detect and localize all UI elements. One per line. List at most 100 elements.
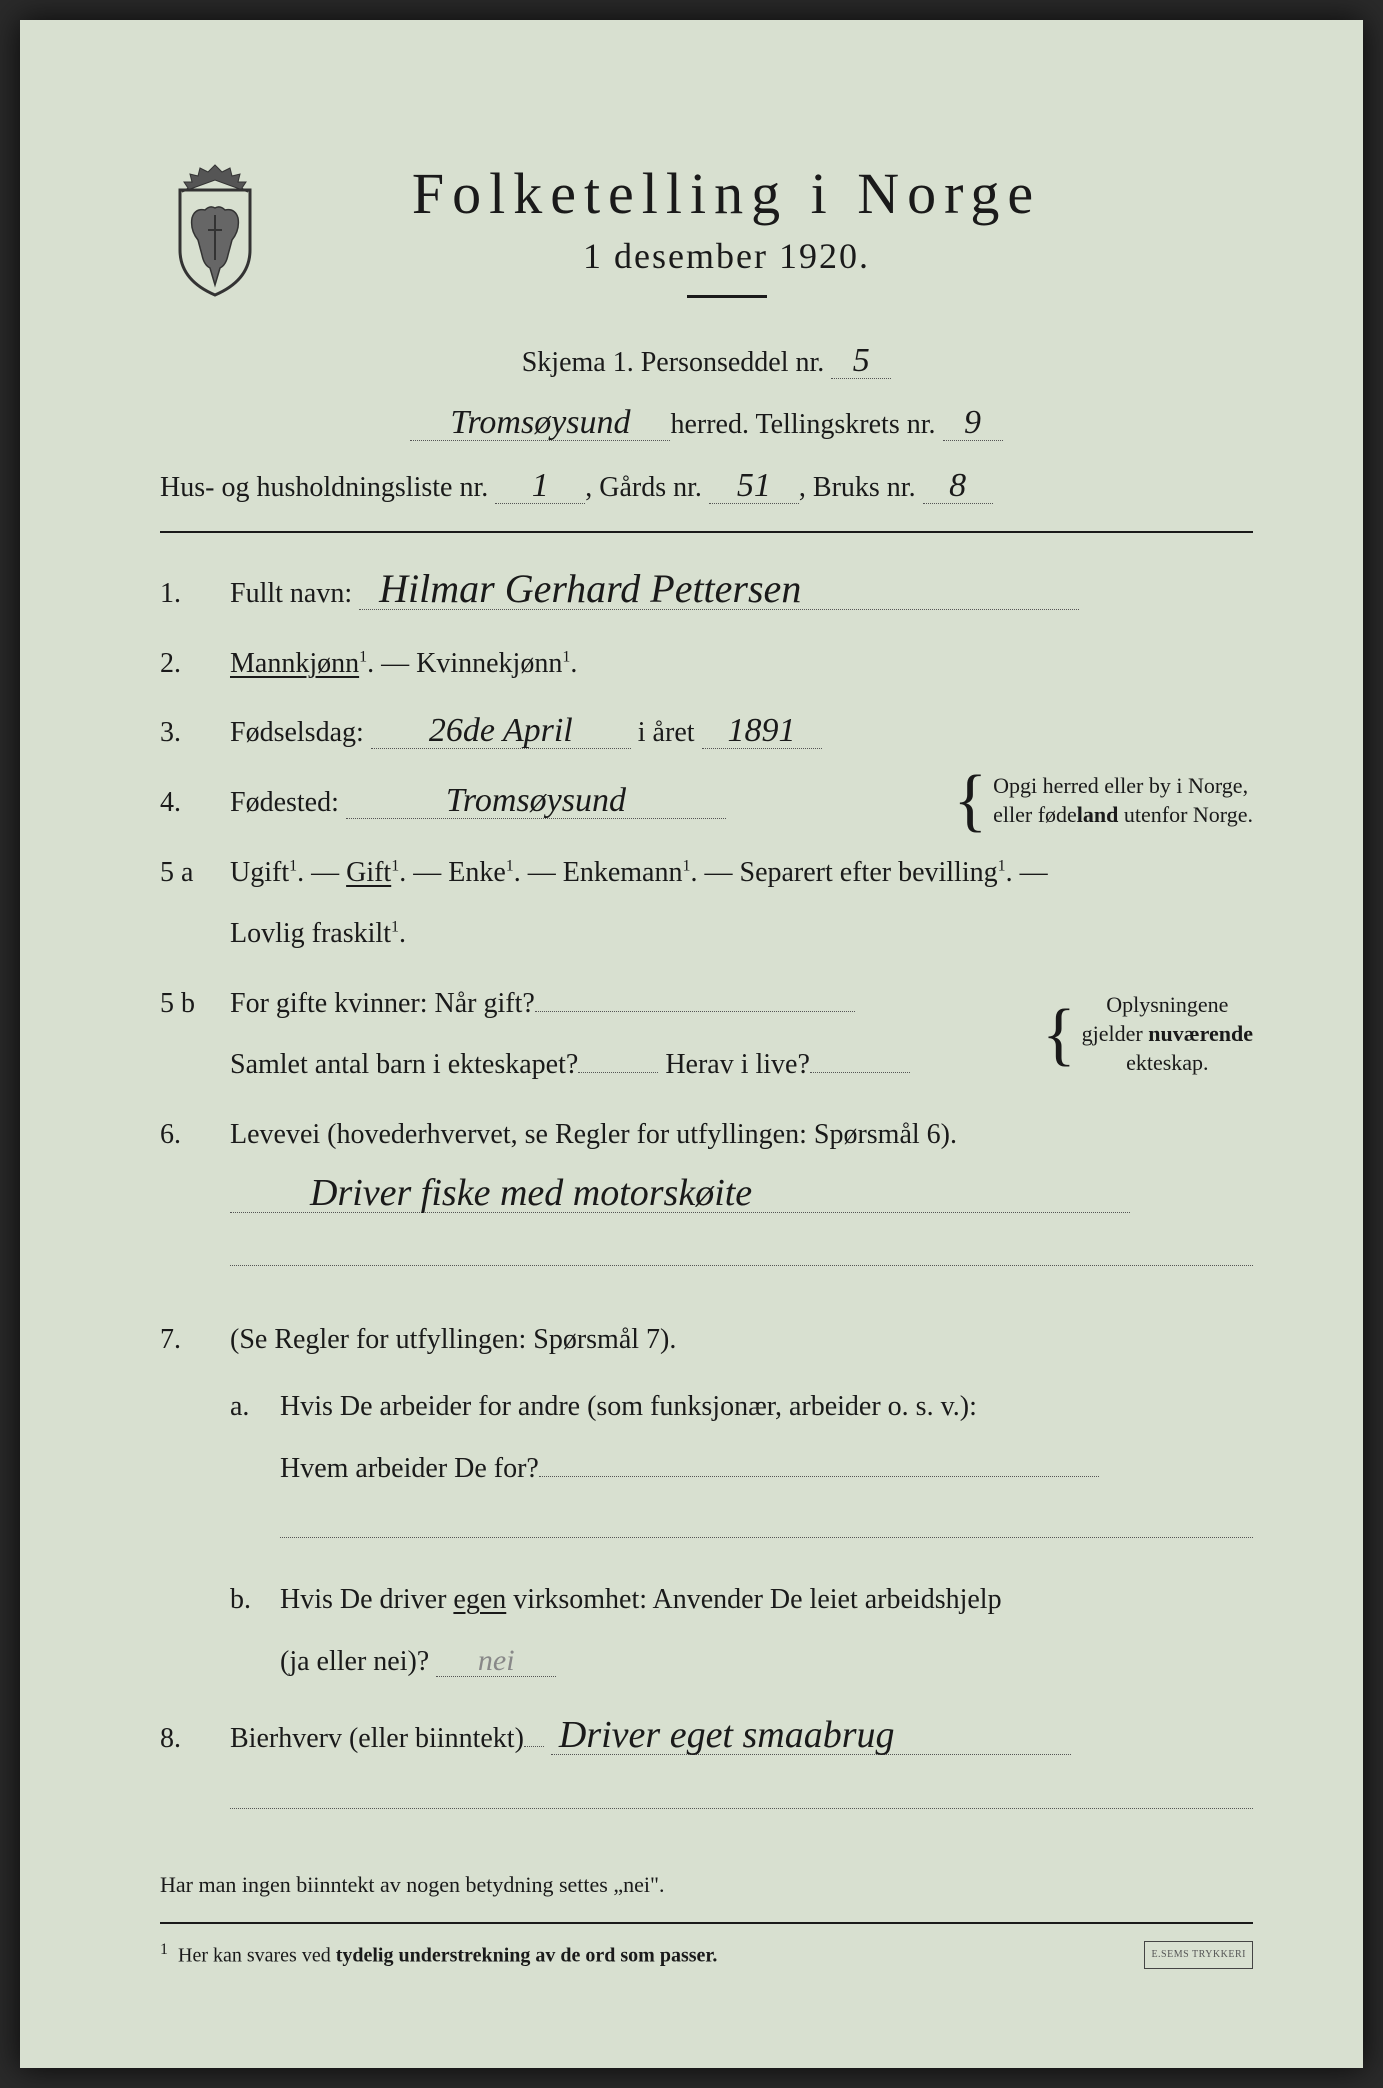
title-block: Folketelling i Norge 1 desember 1920. <box>310 160 1253 328</box>
q5a-content: Ugift1. — Gift1. — Enke1. — Enkemann1. —… <box>230 842 1253 965</box>
q5b-note-text: Oplysningene gjelder nuværende ekteskap. <box>1082 991 1253 1077</box>
q4-note2: eller føde <box>993 802 1077 827</box>
gards-nr: 51 <box>709 469 799 504</box>
q5b-brace-l3: ekteskap. <box>1126 1050 1208 1075</box>
printer-stamp: E.SEMS TRYKKERI <box>1144 1941 1253 1969</box>
q2-sup2: 1 <box>562 648 570 665</box>
q5b-brace-l2b: nuværende <box>1148 1021 1253 1046</box>
q4-value: Tromsøysund <box>346 784 726 819</box>
q8-content: Bierhverv (eller biinntekt) Driver eget … <box>230 1708 1253 1831</box>
q3-year: 1891 <box>702 714 822 749</box>
q4-note-text: Opgi herred eller by i Norge, eller føde… <box>993 772 1253 829</box>
q1-num: 1. <box>160 563 230 625</box>
q7-content: (Se Regler for utfyllingen: Spørsmål 7).… <box>230 1309 1253 1701</box>
q2-num: 2. <box>160 633 230 695</box>
bruks-label: , Bruks nr. <box>799 472 916 503</box>
q5a-gift: Gift <box>346 857 391 888</box>
q2-content: Mannkjønn1. — Kvinnekjønn1. <box>230 633 1253 695</box>
q4-note2c: utenfor Norge. <box>1118 802 1253 827</box>
herred-value: Tromsøysund <box>410 406 670 441</box>
q4-note: { Opgi herred eller by i Norge, eller fø… <box>954 772 1254 829</box>
q5b-brace-l2: gjelder <box>1082 1021 1149 1046</box>
q4-label: Fødested: <box>230 787 339 818</box>
q2-sep: . — <box>367 648 416 679</box>
q7a-line1: Hvis De arbeider for andre (som funksjon… <box>280 1391 977 1422</box>
q7a-row: a. Hvis De arbeider for andre (som funks… <box>230 1376 1253 1561</box>
section-rule-1 <box>160 531 1253 533</box>
q7a-content: Hvis De arbeider for andre (som funksjon… <box>280 1376 1253 1561</box>
main-title: Folketelling i Norge <box>310 160 1143 227</box>
crest-svg <box>160 160 270 300</box>
q5b-line2b: Herav i live? <box>665 1049 810 1080</box>
q4-content: Fødested: Tromsøysund { Opgi herred elle… <box>230 772 1253 834</box>
meta-hus: Hus- og husholdningsliste nr. 1, Gårds n… <box>160 463 1253 513</box>
q8-num: 8. <box>160 1708 230 1770</box>
q1-label: Fullt navn: <box>230 578 352 609</box>
tellingskrets-nr: 9 <box>943 406 1003 441</box>
q5a-enke: Enke <box>448 857 506 888</box>
q5b-row: 5 b For gifte kvinner: Når gift? Samlet … <box>160 973 1253 1096</box>
q5a-enkemann: Enkemann <box>563 857 683 888</box>
skjema-label: Skjema 1. Personseddel nr. <box>522 347 825 378</box>
q5a-num: 5 a <box>160 842 230 904</box>
q4-num: 4. <box>160 772 230 834</box>
q5b-note: { Oplysningene gjelder nuværende ekteska… <box>1042 991 1253 1077</box>
q5b-line2a: Samlet antal barn i ekteskapet? <box>230 1049 578 1080</box>
q5b-num: 5 b <box>160 973 230 1035</box>
bruks-nr: 8 <box>923 469 993 504</box>
q7b-value: nei <box>436 1646 556 1677</box>
q2-mann: Mannkjønn <box>230 648 359 679</box>
footnote-b: tydelig understrekning av de ord som pas… <box>336 1945 718 1967</box>
footnote-a: Her kan svares ved <box>178 1945 336 1967</box>
q7b-line1c: virksomhet: Anvender De leiet arbeidshje… <box>506 1584 1001 1615</box>
q7b-num: b. <box>230 1569 280 1631</box>
q4-main: Fødested: Tromsøysund <box>230 772 944 834</box>
footnote-num: 1 <box>160 1941 168 1958</box>
q2-kvinne: Kvinnekjønn <box>416 648 562 679</box>
q1-row: 1. Fullt navn: Hilmar Gerhard Pettersen <box>160 563 1253 625</box>
brace-icon: { <box>954 776 988 825</box>
q5a-lovlig: Lovlig fraskilt <box>230 918 391 949</box>
subtitle: 1 desember 1920. <box>310 235 1143 277</box>
q8-label: Bierhverv (eller biinntekt) <box>230 1723 524 1754</box>
q6-content: Levevei (hovederhvervet, se Regler for u… <box>230 1104 1253 1289</box>
q4-note2b: land <box>1077 802 1119 827</box>
meta-herred: Tromsøysundherred. Tellingskrets nr. 9 <box>160 400 1253 450</box>
q5a-row: 5 a Ugift1. — Gift1. — Enke1. — Enkemann… <box>160 842 1253 965</box>
coat-of-arms-icon <box>160 160 270 300</box>
q6-value: Driver fiske med motorskøite <box>230 1174 1130 1213</box>
q5b-brace-l1: Oplysningene <box>1106 992 1228 1017</box>
q8-value: Driver eget smaabrug <box>551 1716 1071 1755</box>
q7a-num: a. <box>230 1376 280 1438</box>
q5b-line1a: For gifte kvinner: Når gift? <box>230 988 535 1019</box>
q7b-line2: (ja eller nei)? <box>280 1646 429 1677</box>
q1-content: Fullt navn: Hilmar Gerhard Pettersen <box>230 563 1253 625</box>
q3-day: 26de April <box>371 714 631 749</box>
q7-row: 7. (Se Regler for utfyllingen: Spørsmål … <box>160 1309 1253 1701</box>
q4-note1: Opgi herred eller by i Norge, <box>993 773 1248 798</box>
form-body: 1. Fullt navn: Hilmar Gerhard Pettersen … <box>160 563 1253 1977</box>
hus-label: Hus- og husholdningsliste nr. <box>160 472 488 503</box>
skjema-nr: 5 <box>831 344 891 379</box>
q3-mid: i året <box>631 717 702 748</box>
footnote-row: 1 Her kan svares ved tydelig understrekn… <box>160 1922 1253 1978</box>
q7b-line1: Hvis De driver <box>280 1584 453 1615</box>
q5a-separert: Separert efter bevilling <box>740 857 998 888</box>
census-form-page: Folketelling i Norge 1 desember 1920. Sk… <box>20 20 1363 2068</box>
q7b-content: Hvis De driver egen virksomhet: Anvender… <box>280 1569 1253 1692</box>
q6-label: Levevei (hovederhvervet, se Regler for u… <box>230 1119 957 1150</box>
herred-label: herred. Tellingskrets nr. <box>670 409 935 440</box>
gards-label: , Gårds nr. <box>585 472 702 503</box>
header: Folketelling i Norge 1 desember 1920. <box>160 160 1253 328</box>
q8-row: 8. Bierhverv (eller biinntekt) Driver eg… <box>160 1708 1253 1831</box>
q3-content: Fødselsdag: 26de April i året 1891 <box>230 702 1253 764</box>
hus-nr: 1 <box>495 469 585 504</box>
q7-label: (Se Regler for utfyllingen: Spørsmål 7). <box>230 1324 676 1355</box>
q7a-line2: Hvem arbeider De for? <box>280 1453 539 1484</box>
q3-row: 3. Fødselsdag: 26de April i året 1891 <box>160 702 1253 764</box>
footnote-text: 1 Her kan svares ved tydelig understrekn… <box>160 1932 717 1978</box>
title-rule <box>687 295 767 298</box>
brace-icon-2: { <box>1042 1010 1076 1059</box>
q5b-content: For gifte kvinner: Når gift? Samlet anta… <box>230 973 1253 1096</box>
q5a-ugift: Ugift <box>230 857 289 888</box>
